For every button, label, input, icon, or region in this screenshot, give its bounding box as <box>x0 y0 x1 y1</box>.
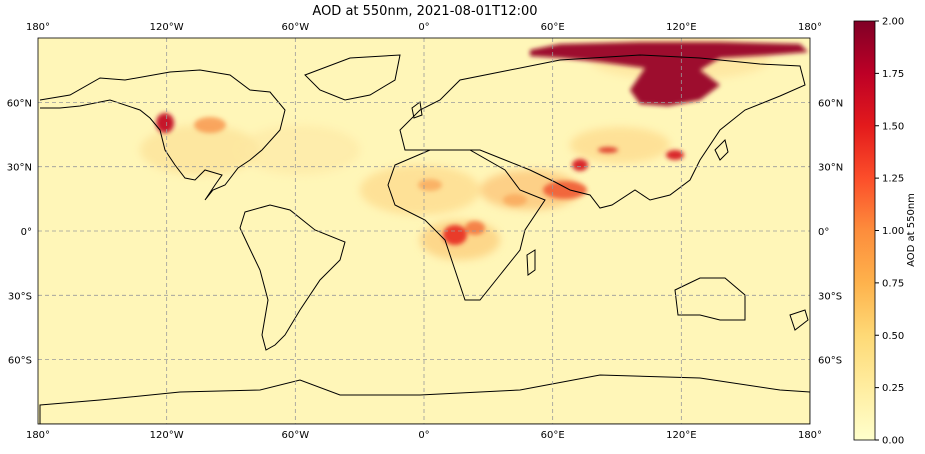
lon-tick-label: 120°W <box>150 22 184 33</box>
coastline-north-america <box>39 69 286 201</box>
coastline-japan <box>714 139 729 161</box>
lon-tick-label: 120°E <box>666 430 696 441</box>
map-area <box>38 38 810 424</box>
lat-tick-label: 30°S <box>818 291 842 302</box>
lat-tick-label: 0° <box>21 227 32 238</box>
lat-tick-label: 60°N <box>818 98 843 109</box>
coastline-greenland <box>304 54 401 101</box>
coastline-antarctica <box>39 374 810 424</box>
coastline-africa <box>387 149 546 301</box>
colorbar-tick-label: 0.50 <box>882 331 904 342</box>
colorbar-ticks: 0.00 0.25 0.50 0.75 1.00 1.25 1.50 1.75 2.00 <box>875 17 904 447</box>
lat-tick-label: 30°N <box>818 163 843 174</box>
coastlines <box>39 54 810 424</box>
lat-ticks-left: 60°N 30°N 0° 30°S 60°S <box>7 98 32 366</box>
lon-tick-label: 60°E <box>541 22 565 33</box>
lon-ticks-top: 180° 120°W 60°W 0° 60°E 120°E 180° <box>26 22 822 33</box>
lon-tick-label: 60°E <box>541 430 565 441</box>
lat-tick-label: 60°S <box>818 356 842 367</box>
gridlines <box>38 38 810 424</box>
lon-ticks-bottom: 180° 120°W 60°W 0° 60°E 120°E 180° <box>26 430 822 441</box>
lon-tick-label: 180° <box>26 22 50 33</box>
lon-tick-label: 0° <box>418 22 429 33</box>
colorbar-tick-label: 0.25 <box>882 383 904 394</box>
coastline-new-zealand <box>789 309 809 331</box>
colorbar-tick-label: 1.50 <box>882 121 904 132</box>
coastline-uk <box>411 101 423 119</box>
colorbar-tick-label: 2.00 <box>882 17 904 28</box>
coastline-madagascar <box>526 249 536 276</box>
colorbar-tick-label: 0.75 <box>882 278 904 289</box>
coastline-south-america <box>239 204 346 351</box>
lat-ticks-right: 60°N 30°N 0° 30°S 60°S <box>818 98 843 366</box>
map-title: AOD at 550nm, 2021-08-01T12:00 <box>312 4 538 19</box>
colorbar-tick-label: 1.75 <box>882 69 904 80</box>
lon-tick-label: 60°W <box>282 22 310 33</box>
colorbar-tick-label: 1.25 <box>882 174 904 185</box>
lat-tick-label: 60°S <box>8 356 32 367</box>
lat-tick-label: 60°N <box>7 98 32 109</box>
lon-tick-label: 180° <box>798 22 822 33</box>
colorbar-label: AOD at 550nm <box>906 193 917 267</box>
lon-tick-label: 180° <box>798 430 822 441</box>
lon-tick-label: 180° <box>26 430 50 441</box>
colorbar-bar <box>853 20 876 441</box>
lat-tick-label: 0° <box>818 227 829 238</box>
lon-tick-label: 60°W <box>282 430 310 441</box>
lon-tick-label: 0° <box>418 430 429 441</box>
coastline-eurasia <box>399 54 806 209</box>
lon-tick-label: 120°E <box>666 22 696 33</box>
coastline-australia <box>674 277 746 321</box>
colorbar-tick-label: 0.00 <box>882 436 904 447</box>
lat-tick-label: 30°N <box>7 163 32 174</box>
lat-tick-label: 30°S <box>8 291 32 302</box>
lon-tick-label: 120°W <box>150 430 184 441</box>
map-frame <box>37 37 811 425</box>
colorbar-tick-label: 1.00 <box>882 226 904 237</box>
colorbar: 0.00 0.25 0.50 0.75 1.00 1.25 1.50 1.75 2.00 AOD… <box>853 17 917 447</box>
